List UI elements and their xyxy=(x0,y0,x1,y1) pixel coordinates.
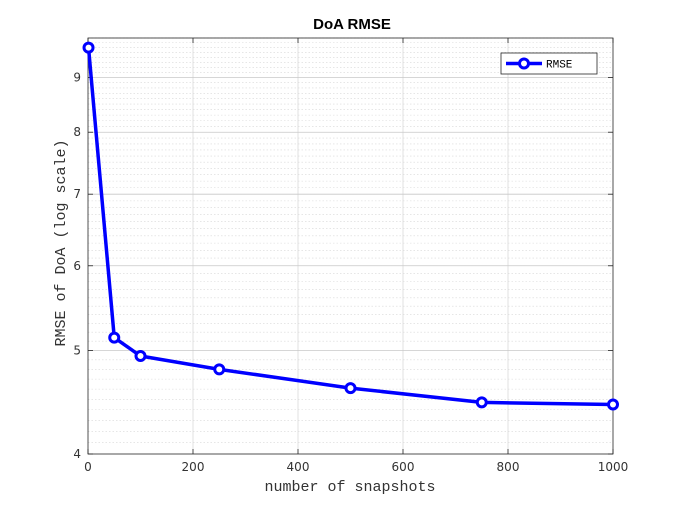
data-point-rmse xyxy=(82,41,95,54)
data-point-rmse xyxy=(108,331,121,344)
x-tick-label: 600 xyxy=(392,460,415,474)
legend-label-rmse: RMSE xyxy=(546,60,573,72)
minor-grid xyxy=(88,37,613,443)
data-point-rmse xyxy=(213,363,226,376)
y-axis-ticks: 4 5 6 7 8 9 xyxy=(73,71,613,461)
y-axis-label: RMSE of DoA (log scale) xyxy=(53,139,70,346)
x-tick-label: 0 xyxy=(84,460,92,474)
y-tick-label: 6 xyxy=(73,259,81,273)
y-tick-label: 4 xyxy=(73,447,81,461)
x-tick-label: 200 xyxy=(182,460,205,474)
x-tick-label: 400 xyxy=(287,460,310,474)
data-point-rmse xyxy=(134,350,147,363)
data-point-rmse xyxy=(607,398,619,411)
legend: RMSE xyxy=(500,52,598,75)
major-grid xyxy=(88,38,613,454)
x-axis-label: number of snapshots xyxy=(264,479,435,496)
plot-frame xyxy=(87,37,614,455)
x-tick-label: 800 xyxy=(497,460,520,474)
x-axis-ticks: 0 200 400 600 800 1000 xyxy=(84,38,628,474)
x-tick-label: 1000 xyxy=(598,460,629,474)
y-tick-label: 9 xyxy=(73,71,81,85)
chart-title: DoA RMSE xyxy=(313,16,391,33)
y-tick-label: 5 xyxy=(73,343,81,357)
y-tick-label: 7 xyxy=(73,187,81,201)
legend-marker-rmse xyxy=(518,57,530,70)
data-point-rmse xyxy=(475,396,488,409)
data-point-rmse xyxy=(344,382,357,395)
y-tick-label: 8 xyxy=(73,125,81,139)
series-layer xyxy=(82,41,619,411)
